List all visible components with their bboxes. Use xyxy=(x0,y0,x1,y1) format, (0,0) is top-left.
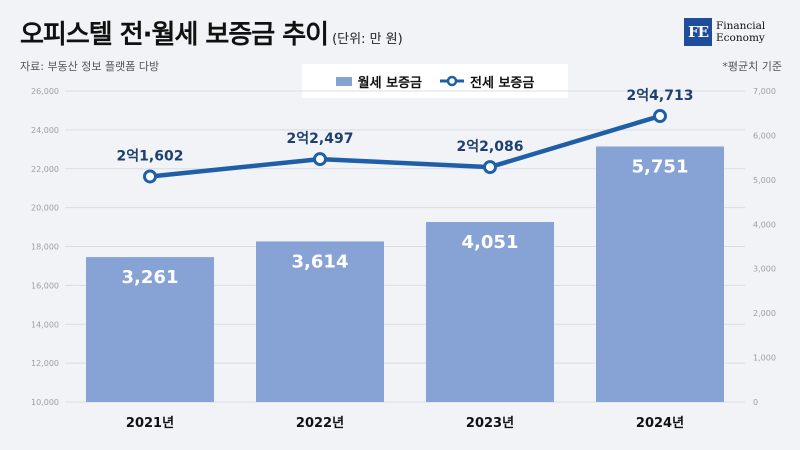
left-axis-tick-label: 24,000 xyxy=(31,126,59,135)
line-value-label: 2억2,086 xyxy=(457,139,524,155)
left-axis-tick-label: 16,000 xyxy=(31,281,59,290)
bar-value-label: 4,051 xyxy=(462,232,519,253)
left-axis-tick-label: 20,000 xyxy=(31,204,59,213)
chart-title: 오피스텔 전·월세 보증금 추이 (단위: 만 원) xyxy=(20,20,403,50)
bar xyxy=(426,222,554,402)
logo-text: Financial Economy xyxy=(716,20,766,44)
bar xyxy=(86,257,214,402)
bar-value-label: 5,751 xyxy=(632,156,689,177)
legend-line-label: 전세 보증금 xyxy=(470,75,535,91)
right-axis-tick-label: 3,000 xyxy=(753,265,776,274)
bar xyxy=(256,241,384,402)
left-axis-tick-label: 10,000 xyxy=(31,398,59,407)
line-value-label: 2억2,497 xyxy=(287,131,354,147)
right-axis-tick-label: 4,000 xyxy=(753,220,776,229)
left-axis-tick-label: 12,000 xyxy=(31,359,59,368)
note-label: *평균치 기준 xyxy=(722,60,782,73)
legend-bar-swatch xyxy=(335,76,352,86)
brand-logo: FE Financial Economy xyxy=(684,18,765,46)
left-axis-tick-label: 22,000 xyxy=(31,165,59,174)
x-axis-tick-label: 2023년 xyxy=(466,416,514,431)
line-point xyxy=(313,152,327,167)
bar-value-label: 3,614 xyxy=(292,251,349,272)
line-value-label: 2억4,713 xyxy=(627,88,694,104)
legend-item-line: 전세 보증금 xyxy=(440,72,534,91)
left-axis-tick-label: 26,000 xyxy=(31,87,59,96)
right-axis-tick-label: 0 xyxy=(753,398,758,407)
source-label: 자료: 부동산 정보 플랫폼 다방 xyxy=(20,60,160,73)
right-axis-tick-label: 1,000 xyxy=(753,354,776,363)
legend-line-swatch xyxy=(440,75,464,87)
line-point xyxy=(483,160,497,175)
right-axis-tick-label: 2,000 xyxy=(753,309,776,318)
x-axis-tick-label: 2021년 xyxy=(126,416,174,431)
unit-label: (단위: 만 원) xyxy=(332,32,403,47)
left-axis-tick-label: 18,000 xyxy=(31,243,59,252)
x-axis-tick-label: 2022년 xyxy=(296,416,344,431)
line-point xyxy=(653,109,667,124)
x-axis-tick-label: 2024년 xyxy=(636,416,684,431)
legend-item-bar: 월세 보증금 xyxy=(335,72,422,91)
line-series xyxy=(147,113,663,179)
chart-legend: 월세 보증금 전세 보증금 xyxy=(302,64,568,98)
bar xyxy=(596,146,724,402)
logo-mark-icon: FE xyxy=(684,18,712,46)
left-axis-tick-label: 14,000 xyxy=(31,320,59,329)
legend-bar-label: 월세 보증금 xyxy=(357,75,422,91)
bar-value-label: 3,261 xyxy=(122,267,179,288)
right-axis-tick-label: 6,000 xyxy=(753,131,776,140)
right-axis-tick-label: 7,000 xyxy=(753,87,776,96)
line-point xyxy=(143,169,157,184)
line-value-label: 2억1,602 xyxy=(117,148,184,164)
right-axis-tick-label: 5,000 xyxy=(753,176,776,185)
